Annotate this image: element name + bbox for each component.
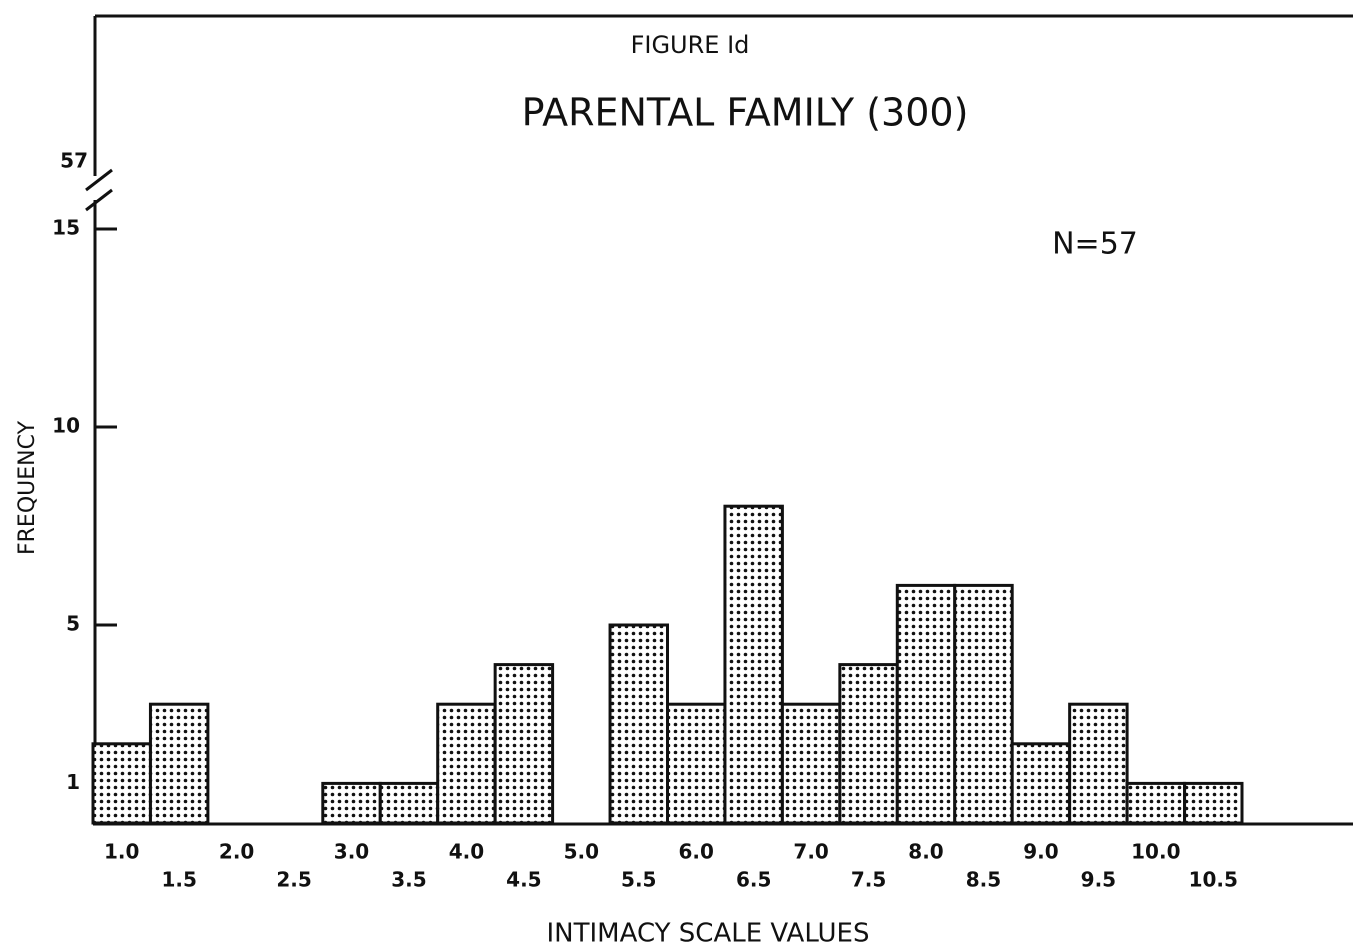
- y-tick-label: 10: [52, 414, 80, 438]
- bar: [723, 504, 784, 825]
- x-tick-label: 8.0: [908, 840, 943, 864]
- x-tick-label: 2.5: [276, 868, 311, 892]
- x-tick-label: 6.0: [679, 840, 714, 864]
- x-tick-label: 3.0: [334, 840, 369, 864]
- bar: [1068, 702, 1129, 825]
- bar: [321, 781, 382, 825]
- x-tick-label: 1.0: [104, 840, 139, 864]
- axis-break: [85, 188, 113, 212]
- chart-title: PARENTAL FAMILY (300): [522, 91, 969, 135]
- x-tick-label: 10.0: [1131, 840, 1180, 864]
- bar: [1010, 742, 1072, 825]
- x-tick-label: 9.5: [1081, 868, 1116, 892]
- bar: [436, 702, 497, 825]
- bar: [493, 663, 555, 825]
- bar: [1125, 781, 1187, 825]
- x-tick-label: 7.5: [851, 868, 886, 892]
- y-axis-label: FREQUENCY: [15, 420, 40, 555]
- bar: [838, 663, 899, 825]
- x-tick-label: 5.0: [564, 840, 599, 864]
- bar: [780, 702, 842, 825]
- annotation: N=57: [1052, 227, 1138, 262]
- bar: [895, 583, 957, 825]
- bar: [1183, 781, 1244, 825]
- x-tick-label: 6.5: [736, 868, 771, 892]
- x-tick-label: 2.0: [219, 840, 254, 864]
- x-tick-label: 4.0: [449, 840, 484, 864]
- y-break-tick-label: 57: [60, 149, 88, 173]
- bar: [378, 781, 440, 825]
- x-tick-label: 8.5: [966, 868, 1001, 892]
- bar: [608, 623, 669, 825]
- x-tick-label: 4.5: [506, 868, 541, 892]
- x-tick-label: 5.5: [621, 868, 656, 892]
- x-tick-label: 3.5: [391, 868, 426, 892]
- bar: [666, 702, 727, 825]
- y-tick-label: 1: [66, 770, 80, 794]
- axis-break: [85, 168, 113, 192]
- bar: [148, 702, 210, 825]
- bar: [953, 583, 1014, 825]
- x-axis-label: INTIMACY SCALE VALUES: [547, 919, 870, 949]
- x-tick-label: 9.0: [1023, 840, 1058, 864]
- y-tick-label: 15: [52, 216, 80, 240]
- x-tick-label: 1.5: [161, 868, 196, 892]
- figure-label: FIGURE Id: [631, 31, 750, 59]
- y-tick-label: 5: [66, 612, 80, 636]
- bar: [91, 742, 152, 825]
- x-tick-label: 10.5: [1189, 868, 1238, 892]
- x-tick-label: 7.0: [793, 840, 828, 864]
